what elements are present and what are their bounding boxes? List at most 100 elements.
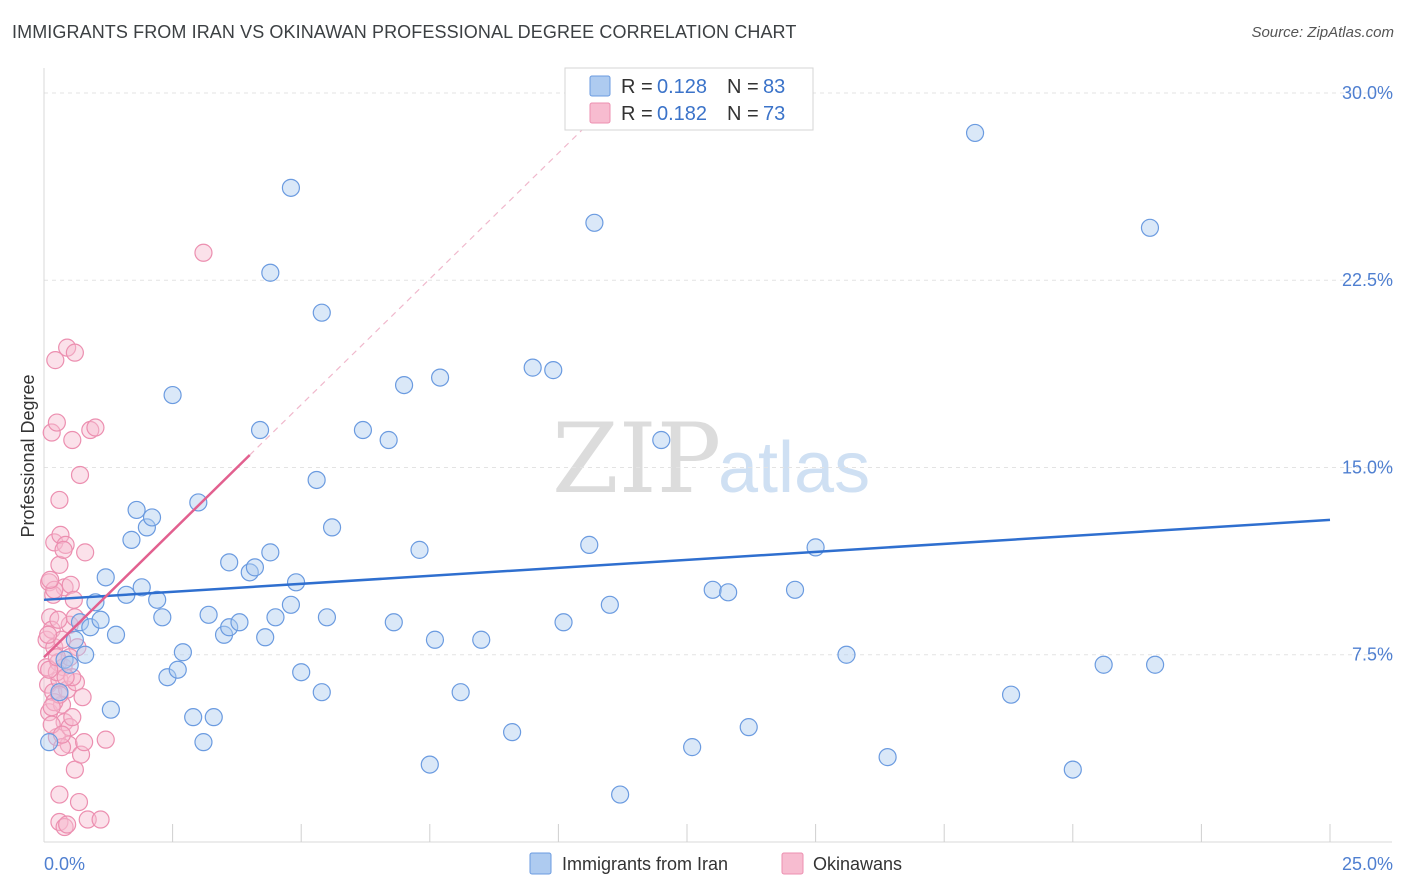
okinawans-point — [63, 708, 82, 727]
okinawans-point — [78, 810, 97, 829]
legend-bottom: Immigrants from Iran Okinawans — [529, 852, 902, 875]
iran-point — [168, 660, 187, 679]
okinawans-point — [69, 792, 89, 812]
iran-point — [472, 630, 491, 649]
iran-point — [127, 500, 146, 520]
legend-iran-n-value: 83 — [763, 76, 785, 98]
iran-point — [544, 361, 563, 380]
iran-point — [430, 368, 450, 387]
iran-point — [142, 508, 162, 527]
iran-point — [81, 618, 100, 637]
y-tick-label: 7.5% — [1352, 645, 1393, 665]
okinawans-point — [63, 430, 82, 450]
legend-okinawans-n-value: 73 — [763, 103, 785, 125]
okinawans-trend-extension — [249, 127, 585, 456]
x-tick-labels: 0.0% 25.0% — [44, 854, 1393, 874]
grid-lines — [44, 92, 1392, 656]
okinawans-point — [75, 733, 94, 752]
iran-points — [40, 123, 1165, 804]
iran-point — [425, 630, 445, 649]
iran-point — [965, 123, 985, 143]
iran-point — [384, 613, 403, 632]
iran-point — [1094, 655, 1113, 674]
legend-bottom-label-okinawans: Okinawans — [813, 854, 902, 874]
iran-point — [292, 663, 311, 682]
legend-swatch-iran — [589, 75, 611, 97]
okinawans-point — [68, 638, 87, 657]
iran-point — [307, 470, 326, 490]
iran-point — [220, 553, 239, 572]
iran-point — [65, 630, 84, 649]
iran-point — [1146, 655, 1165, 674]
okinawans-point — [61, 575, 80, 594]
legend-bottom-swatch-okinawans — [781, 852, 804, 875]
okinawans-point — [41, 570, 60, 589]
iran-point — [703, 580, 722, 599]
legend-top: R = 0.128 N = 83 R = 0.182 N = 73 — [564, 67, 814, 131]
okinawans-point — [50, 555, 69, 574]
okinawans-point — [42, 698, 61, 717]
y-tick-label: 22.5% — [1342, 270, 1393, 290]
chart-source: Source: ZipAtlas.com — [1251, 24, 1394, 41]
okinawans-point — [39, 625, 58, 644]
iran-point — [312, 303, 331, 322]
okinawans-point — [47, 413, 66, 432]
iran-point — [719, 583, 738, 602]
iran-point — [266, 608, 285, 627]
iran-point — [199, 605, 218, 624]
iran-point — [379, 430, 398, 450]
okinawans-point — [50, 490, 69, 510]
okinawans-point — [66, 673, 85, 692]
iran-trend-line — [43, 518, 1331, 602]
legend-bottom-swatch-iran — [529, 852, 552, 875]
iran-point — [101, 700, 120, 719]
iran-point — [652, 430, 671, 450]
iran-point — [611, 785, 630, 804]
iran-point — [353, 420, 373, 440]
okinawans-point — [76, 543, 95, 562]
okinawans-point — [42, 423, 61, 442]
iran-point — [286, 573, 306, 592]
iran-point — [420, 755, 439, 774]
iran-point — [878, 748, 897, 767]
iran-point — [106, 625, 126, 644]
trend-lines — [43, 127, 1331, 659]
iran-point — [600, 595, 619, 614]
okinawans-point — [91, 810, 110, 829]
okinawans-point — [51, 525, 70, 544]
iran-point — [184, 708, 203, 727]
axes — [43, 68, 1392, 843]
iran-point — [189, 493, 208, 512]
iran-point — [580, 535, 599, 554]
legend-bottom-label-iran: Immigrants from Iran — [562, 854, 728, 874]
okinawans-point — [65, 343, 84, 362]
okinawans-point — [194, 243, 213, 262]
iran-point — [220, 618, 239, 637]
iran-point — [281, 595, 301, 614]
watermark: ZIP atlas — [552, 403, 870, 515]
chart-title: IMMIGRANTS FROM IRAN VS OKINAWAN PROFESS… — [12, 22, 797, 42]
okinawans-trend-line — [43, 454, 251, 659]
iran-point — [122, 530, 141, 549]
okinawans-point — [86, 418, 105, 437]
x-minor-ticks — [172, 824, 1331, 842]
x-tick-label-max: 25.0% — [1342, 854, 1393, 874]
y-tick-labels: 7.5% 15.0% 22.5% 30.0% — [1342, 83, 1393, 665]
iran-point — [91, 610, 110, 629]
y-tick-label: 15.0% — [1342, 457, 1393, 477]
iran-point — [523, 358, 542, 377]
iran-point — [785, 580, 805, 599]
iran-point — [1140, 218, 1160, 237]
iran-point — [261, 263, 280, 282]
iran-point — [394, 375, 414, 395]
legend-okinawans-n-label: N = — [727, 103, 759, 125]
iran-point — [60, 655, 79, 674]
legend-okinawans-r-label: R = — [621, 103, 653, 125]
iran-point — [40, 733, 59, 752]
okinawans-point — [46, 351, 65, 370]
iran-point — [132, 578, 151, 597]
iran-point — [683, 738, 702, 757]
okinawans-point — [58, 815, 77, 834]
iran-point — [1063, 760, 1082, 779]
